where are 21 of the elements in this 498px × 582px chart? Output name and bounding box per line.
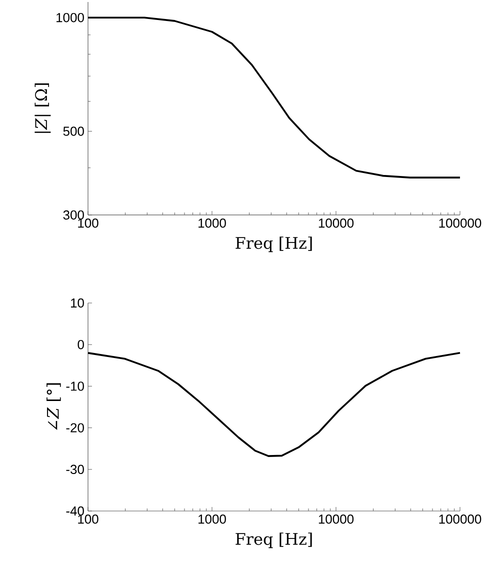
x-tick-label: 100 xyxy=(78,514,98,524)
x-tick-label: 10000 xyxy=(318,218,354,228)
x-tick-label: 100000 xyxy=(439,514,482,524)
y-tick-label: -10 xyxy=(66,382,84,391)
x-tick-label: 100000 xyxy=(439,218,482,228)
y-tick-label: -30 xyxy=(66,464,84,474)
y-tick-label: 500 xyxy=(63,126,84,136)
y-axis-title: |Z| [Ω] xyxy=(34,83,51,133)
y-tick-label: 1000 xyxy=(56,13,84,22)
x-tick-label: 1000 xyxy=(198,514,226,524)
y-axis-title: ∠Z [°] xyxy=(46,383,61,430)
x-tick-label: 10000 xyxy=(318,514,354,524)
y-tick-label: 300 xyxy=(63,210,84,220)
x-axis-title: Freq [Hz] xyxy=(236,532,312,548)
x-tick-label: 1000 xyxy=(198,218,226,228)
y-tick-label: 10 xyxy=(70,298,84,308)
y-tick-label: -40 xyxy=(66,506,84,516)
x-tick-label: 100 xyxy=(78,218,98,228)
x-axis-title: Freq [Hz] xyxy=(236,236,312,252)
y-tick-label: -20 xyxy=(66,423,84,432)
y-tick-label: 0 xyxy=(78,340,84,350)
